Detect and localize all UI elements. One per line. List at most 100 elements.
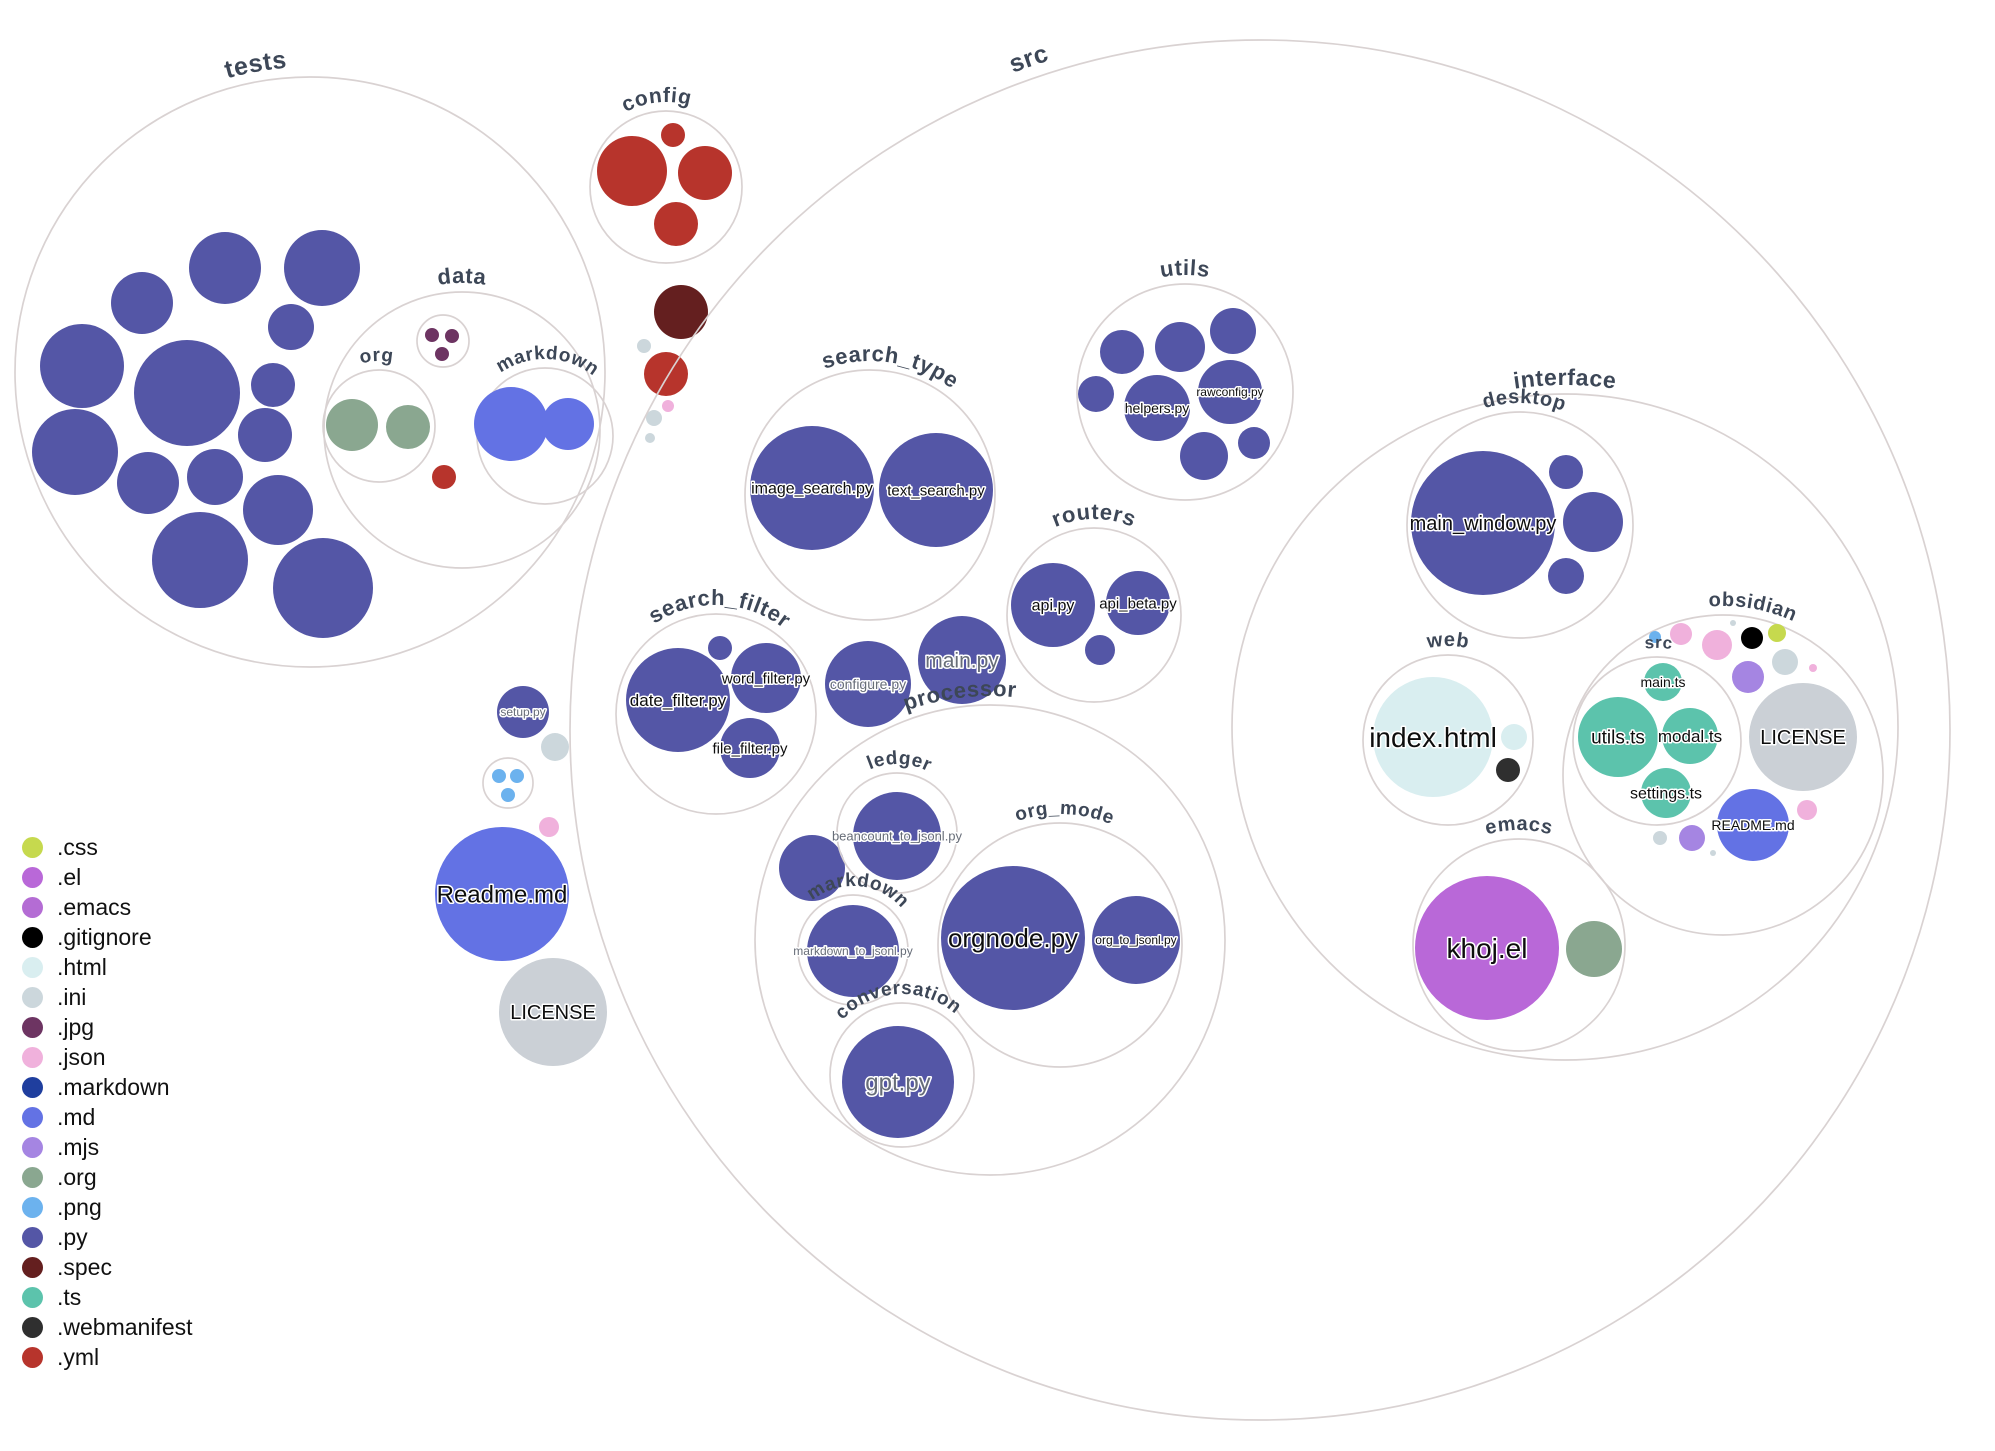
dir-search-type-circle[interactable] (744, 369, 996, 621)
file-md-1-circle[interactable] (474, 387, 548, 461)
dir-config-circle[interactable] (589, 110, 743, 264)
file-jpg-1-circle[interactable] (425, 328, 439, 342)
dir-interface-circle[interactable] (1231, 393, 1899, 1061)
dir-markdown-circle[interactable] (797, 894, 909, 1006)
file-utils-ts-circle[interactable] (1578, 697, 1658, 777)
file-emacs-org-circle[interactable] (1566, 921, 1622, 977)
file-utils-py-6-circle[interactable] (1238, 427, 1270, 459)
file-obs-ini-1-circle[interactable] (1730, 620, 1736, 626)
file-root-ini-3-circle[interactable] (645, 433, 655, 443)
file-root-json-2-circle[interactable] (539, 817, 559, 837)
file-modal-ts-circle[interactable] (1662, 708, 1718, 764)
file-org-to-jsonl-py-circle[interactable] (1092, 896, 1180, 984)
file-desktop-py-1-circle[interactable] (1549, 455, 1583, 489)
file-tests-py-10-circle[interactable] (117, 452, 179, 514)
dir-data-circle[interactable] (323, 291, 601, 569)
file-obs-css-circle[interactable] (1768, 624, 1786, 642)
file-markdown-to-jsonl-py-circle[interactable] (807, 905, 899, 997)
file-tests-py-12-circle[interactable] (243, 475, 313, 545)
file-word-filter-py-circle[interactable] (731, 643, 801, 713)
file-rawconfig-py-circle[interactable] (1198, 360, 1262, 424)
file-date-filter-py-circle[interactable] (626, 648, 730, 752)
file-main-ts-circle[interactable] (1644, 663, 1682, 701)
file-license-circle[interactable] (499, 958, 607, 1066)
file-main-py-circle[interactable] (918, 616, 1006, 704)
file-root-spec-circle[interactable] (654, 285, 708, 339)
file-utils-py-1-circle[interactable] (1100, 330, 1144, 374)
file-beancount-to-jsonl-py-circle[interactable] (853, 792, 941, 880)
file-root-ini-2-circle[interactable] (646, 410, 662, 426)
file-png-1-circle[interactable] (492, 769, 506, 783)
file-api-py-circle[interactable] (1011, 563, 1095, 647)
file-utils-py-2-circle[interactable] (1155, 322, 1205, 372)
dir-ledger-circle[interactable] (836, 772, 958, 894)
file-readme-md-circle[interactable] (1717, 789, 1789, 861)
file-image-search-py-circle[interactable] (750, 426, 874, 550)
file-readme-md-circle[interactable] (435, 827, 569, 961)
file-desktop-py-2-circle[interactable] (1563, 492, 1623, 552)
file-obs-json-1-circle[interactable] (1670, 623, 1692, 645)
dir-utils-circle[interactable] (1076, 283, 1294, 501)
file-text-search-py-circle[interactable] (879, 433, 993, 547)
file-setup-py-circle[interactable] (497, 686, 549, 738)
file-web-webmanifest-circle[interactable] (1496, 758, 1520, 782)
file-data-yml-circle[interactable] (432, 465, 456, 489)
dir-emacs-circle[interactable] (1412, 838, 1626, 1052)
file-license-circle[interactable] (1749, 683, 1857, 791)
file-tests-py-7-circle[interactable] (251, 363, 295, 407)
file-obs-json-4-circle[interactable] (1797, 800, 1817, 820)
dir-png-dir-circle[interactable] (482, 757, 534, 809)
file-png-2-circle[interactable] (510, 769, 524, 783)
file-obs-json-2-circle[interactable] (1702, 630, 1732, 660)
file-tests-py-11-circle[interactable] (187, 449, 243, 505)
dir-obsidian-circle[interactable] (1562, 614, 1884, 936)
file-obs-mjs-1-circle[interactable] (1732, 661, 1764, 693)
file-png-3-circle[interactable] (501, 788, 515, 802)
file-config-yml-3-circle[interactable] (678, 146, 732, 200)
dir-search-filter-circle[interactable] (615, 613, 817, 815)
file-helpers-py-circle[interactable] (1124, 375, 1190, 441)
file-desktop-py-3-circle[interactable] (1548, 558, 1584, 594)
file-root-json-1-circle[interactable] (662, 400, 674, 412)
file-gpt-py-circle[interactable] (842, 1026, 954, 1138)
file-tests-py-3-circle[interactable] (111, 272, 173, 334)
dir-data-jpg-dir-circle[interactable] (416, 314, 470, 368)
file-index-html-circle[interactable] (1373, 677, 1493, 797)
file-configure-py-circle[interactable] (825, 641, 911, 727)
dir-org-circle[interactable] (322, 369, 436, 483)
dir-tests-circle[interactable] (14, 76, 606, 668)
file-tests-py-14-circle[interactable] (273, 538, 373, 638)
file-obs-ini-4-circle[interactable] (1710, 850, 1716, 856)
file-utils-py-5-circle[interactable] (1180, 432, 1228, 480)
file-utils-py-3-circle[interactable] (1210, 308, 1256, 354)
file-root-ini-4-circle[interactable] (541, 733, 569, 761)
dir-conversation-circle[interactable] (829, 1002, 975, 1148)
file-utils-py-4-circle[interactable] (1078, 376, 1114, 412)
file-tests-py-2-circle[interactable] (284, 230, 360, 306)
file-config-yml-2-circle[interactable] (661, 123, 685, 147)
dir-desktop-circle[interactable] (1406, 411, 1634, 639)
file-org-2-circle[interactable] (386, 405, 430, 449)
file-org-1-circle[interactable] (326, 399, 378, 451)
file-file-filter-py-circle[interactable] (720, 718, 780, 778)
dir-src-circle[interactable] (1572, 656, 1742, 826)
file-routers-py-circle[interactable] (1085, 635, 1115, 665)
file-main-window-py-circle[interactable] (1411, 451, 1555, 595)
file-md-2-circle[interactable] (542, 398, 594, 450)
file-config-yml-4-circle[interactable] (654, 202, 698, 246)
file-tests-py-13-circle[interactable] (152, 512, 248, 608)
file-obs-png-circle[interactable] (1649, 631, 1661, 643)
file-tests-py-6-circle[interactable] (134, 340, 240, 446)
dir-routers-circle[interactable] (1006, 527, 1182, 703)
file-api-beta-py-circle[interactable] (1106, 571, 1170, 635)
file-tests-py-8-circle[interactable] (238, 408, 292, 462)
file-root-yml-circle[interactable] (644, 352, 688, 396)
file-obs-ini-2-circle[interactable] (1772, 649, 1798, 675)
file-jpg-2-circle[interactable] (445, 329, 459, 343)
file-obs-gitignore-circle[interactable] (1741, 627, 1763, 649)
file-orgnode-py-circle[interactable] (941, 866, 1085, 1010)
file-root-ini-1-circle[interactable] (637, 339, 651, 353)
file-tests-py-4-circle[interactable] (268, 304, 314, 350)
file-jpg-3-circle[interactable] (435, 347, 449, 361)
file-processor-py-circle[interactable] (779, 835, 845, 901)
